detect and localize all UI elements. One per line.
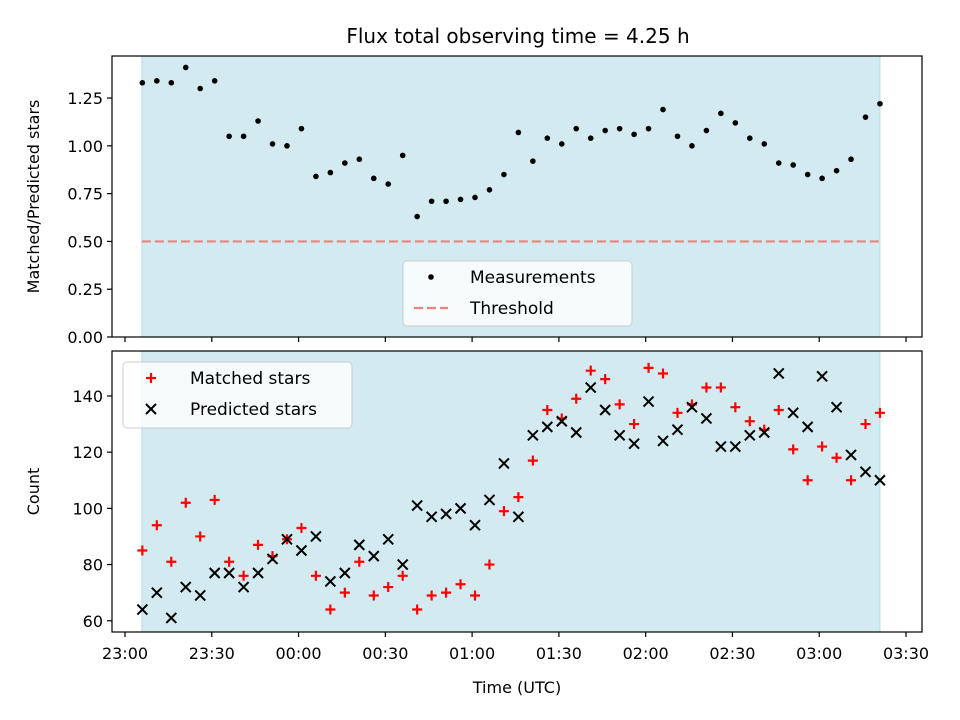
legend: Matched stars Predicted stars [123, 362, 352, 428]
measurement-point [733, 120, 739, 126]
x-axis-label: Time (UTC) [472, 678, 561, 697]
measurement-point [313, 174, 319, 180]
y-axis-label: Matched/Predicted stars [24, 100, 43, 294]
measurement-point [284, 143, 290, 149]
x-tick-label: 01:30 [536, 644, 582, 663]
x-tick-label: 01:00 [449, 644, 495, 663]
measurement-point [660, 107, 666, 113]
x-tick-label: 03:00 [796, 644, 842, 663]
x-tick-label: 00:30 [362, 644, 408, 663]
y-tick-label: 0.75 [67, 185, 103, 204]
x-tick-label: 03:30 [883, 644, 929, 663]
measurement-point [704, 128, 710, 134]
y-tick-label: 0.50 [67, 232, 103, 251]
legend-label: Measurements [470, 268, 596, 288]
y-tick-label: 140 [72, 387, 103, 406]
measurement-point [790, 162, 796, 168]
measurement-point [863, 114, 869, 120]
measurement-point [472, 195, 478, 201]
measurement-point [877, 101, 883, 107]
measurement-point [255, 118, 261, 124]
x-tick-label: 23:30 [189, 644, 235, 663]
measurement-point [487, 187, 493, 193]
measurement-point [458, 197, 464, 203]
figure: Flux total observing time = 4.25 h 0.00 0… [0, 0, 960, 720]
measurement-point [776, 160, 782, 166]
measurement-point [631, 132, 637, 138]
measurement-point [270, 141, 276, 147]
measurement-point [385, 181, 391, 187]
measurement-point [617, 126, 623, 132]
y-tick-label: 1.00 [67, 137, 103, 156]
chart-title: Flux total observing time = 4.25 h [346, 24, 689, 48]
measurement-point [197, 86, 203, 92]
measurement-point [805, 172, 811, 178]
measurement-point [226, 133, 232, 139]
legend: Measurements Threshold [403, 261, 632, 326]
legend-label: Predicted stars [190, 400, 317, 420]
measurement-point [400, 153, 406, 159]
measurement-point [516, 130, 522, 136]
y-tick-label: 120 [72, 443, 103, 462]
measurement-point [834, 168, 840, 174]
measurement-point [573, 126, 579, 132]
legend-label: Matched stars [190, 369, 310, 389]
legend-label: Threshold [469, 299, 554, 319]
y-tick-label: 0.25 [67, 280, 103, 299]
y-tick-label: 1.25 [67, 89, 103, 108]
measurement-point [342, 160, 348, 166]
measurement-point [747, 135, 753, 141]
x-tick-label: 23:00 [102, 644, 148, 663]
measurement-point [602, 128, 608, 134]
measurement-point [414, 214, 420, 220]
measurement-point [689, 143, 695, 149]
y-tick-label: 60 [83, 612, 103, 631]
x-tick-label: 02:00 [623, 644, 669, 663]
measurement-point [357, 156, 363, 162]
measurement-point [443, 198, 449, 204]
measurement-point [559, 141, 565, 147]
x-tick-label: 00:00 [276, 644, 322, 663]
measurement-point [212, 78, 218, 84]
y-tick-label: 0.00 [67, 328, 103, 347]
measurement-point [140, 80, 146, 86]
measurement-point [761, 141, 767, 147]
x-tick-label: 02:30 [709, 644, 755, 663]
y-axis-label: Count [24, 468, 43, 516]
measurement-point [154, 78, 160, 84]
y-tick-label: 80 [83, 556, 103, 575]
measurement-point [168, 80, 174, 86]
measurement-point [299, 126, 305, 132]
measurement-point [241, 133, 247, 139]
measurement-point [545, 135, 551, 141]
measurement-point [646, 126, 652, 132]
measurement-point [429, 198, 435, 204]
measurement-point [530, 158, 536, 164]
measurement-point [718, 111, 724, 117]
measurement-point [848, 156, 854, 162]
measurement-point [371, 176, 377, 182]
measurement-point [675, 133, 681, 139]
measurement-point [588, 135, 594, 141]
y-tick-label: 100 [72, 499, 103, 518]
legend-marker-dot [428, 274, 434, 280]
measurement-point [328, 170, 334, 176]
measurement-point [501, 172, 507, 178]
measurement-point [183, 65, 189, 71]
measurement-point [819, 176, 825, 182]
